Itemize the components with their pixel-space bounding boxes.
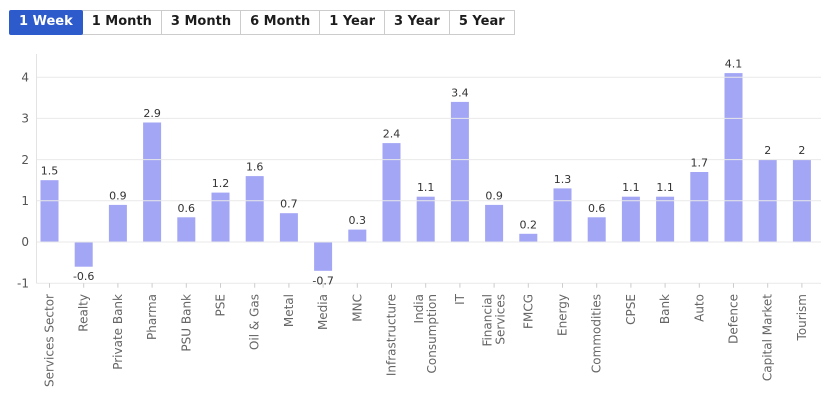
x-label-auto: Auto (692, 294, 706, 322)
y-axis-label-4: 4 (21, 70, 29, 84)
y-axis-label-2: 2 (21, 153, 29, 167)
value-label-pharma: 2.9 (143, 107, 161, 120)
y-axis-label--1: -1 (17, 276, 29, 290)
value-label-capital-market: 2 (764, 144, 771, 157)
x-label-psu-bank: PSU Bank (179, 294, 193, 352)
x-label-oil-gas: Oil & Gas (248, 294, 262, 350)
value-label-infrastructure: 2.4 (383, 128, 401, 141)
bar-pharma[interactable] (143, 122, 162, 243)
value-label-private-bank: 0.9 (109, 189, 127, 202)
value-label-realty: -0.6 (73, 270, 94, 283)
value-label-financial-services: 0.9 (485, 189, 503, 202)
value-label-media: -0.7 (312, 274, 333, 287)
x-label-media: Media (316, 294, 330, 330)
x-label-financial-services: FinancialServices (481, 294, 508, 347)
bar-media[interactable] (314, 242, 333, 271)
y-axis-label-3: 3 (21, 112, 29, 126)
sector-returns-bar-chart: 4 3 2 1 0 -1 Services Sector Realty Private Bank… (17, 54, 821, 387)
tab-3-month[interactable]: 3 Month (160, 10, 242, 35)
value-label-bank: 1.1 (656, 181, 674, 194)
x-label-capital-market: Capital Market (761, 294, 775, 381)
y-axis-label-1: 1 (21, 194, 29, 208)
x-label-realty: Realty (77, 294, 91, 332)
bar-bank[interactable] (656, 196, 675, 242)
x-label-it: IT (453, 293, 467, 305)
x-label-private-bank: Private Bank (111, 294, 125, 370)
tab-6-month[interactable]: 6 Month (240, 10, 321, 35)
bar-fmcg[interactable] (519, 233, 538, 242)
x-label-energy: Energy (556, 294, 570, 336)
bar-it[interactable] (450, 101, 469, 243)
bar-auto[interactable] (690, 172, 709, 242)
value-label-fmcg: 0.2 (520, 218, 538, 231)
bar-defence[interactable] (724, 73, 743, 242)
bar-energy[interactable] (553, 188, 572, 242)
x-label-commodities: Commodities (590, 294, 604, 373)
value-label-energy: 1.3 (554, 173, 572, 186)
x-label-metal: Metal (282, 294, 296, 327)
x-label-infrastructure: Infrastructure (385, 294, 399, 376)
y-axis-label-0: 0 (21, 235, 29, 249)
bar-private-bank[interactable] (108, 204, 127, 242)
bar-services-sector[interactable] (40, 180, 59, 242)
x-label-india-consumption: IndiaConsumption (412, 294, 439, 373)
bar-oil-gas[interactable] (245, 176, 264, 242)
x-label-cpse: CPSE (624, 294, 638, 325)
bar-realty[interactable] (74, 242, 93, 267)
bar-metal[interactable] (279, 213, 298, 242)
x-label-pse: PSE (214, 294, 228, 316)
value-label-cpse: 1.1 (622, 181, 640, 194)
value-label-pse: 1.2 (212, 177, 230, 190)
x-label-mnc: MNC (350, 294, 364, 322)
bar-financial-services[interactable] (485, 204, 504, 242)
x-label-fmcg: FMCG (521, 294, 535, 329)
bar-commodities[interactable] (587, 217, 606, 242)
value-label-it: 3.4 (451, 86, 469, 99)
x-label-services-sector: Services Sector (43, 294, 57, 387)
value-label-auto: 1.7 (691, 157, 709, 170)
x-label-pharma: Pharma (145, 294, 159, 340)
value-label-oil-gas: 1.6 (246, 161, 264, 174)
value-label-metal: 0.7 (280, 198, 298, 211)
tab-1-month[interactable]: 1 Month (81, 10, 162, 35)
tab-5-year[interactable]: 5 Year (448, 10, 515, 35)
value-label-defence: 4.1 (725, 58, 743, 71)
value-label-services-sector: 1.5 (41, 165, 59, 178)
value-label-psu-bank: 0.6 (178, 202, 196, 215)
bar-psu-bank[interactable] (177, 217, 196, 242)
bar-mnc[interactable] (348, 229, 367, 242)
value-label-mnc: 0.3 (349, 214, 367, 227)
value-label-tourism: 2 (798, 144, 805, 157)
tab-3-year[interactable]: 3 Year (384, 10, 450, 35)
value-label-commodities: 0.6 (588, 202, 606, 215)
bar-india-consumption[interactable] (416, 196, 435, 242)
bar-pse[interactable] (211, 192, 230, 242)
tab-1-week[interactable]: 1 Week (9, 10, 83, 35)
bar-cpse[interactable] (621, 196, 640, 242)
bar-infrastructure[interactable] (382, 143, 401, 242)
tab-1-year[interactable]: 1 Year (319, 10, 386, 35)
x-label-bank: Bank (658, 294, 672, 324)
period-tab-bar: 1 Week 1 Month 3 Month 6 Month 1 Year 3 Year 5… (9, 10, 515, 35)
x-label-tourism: Tourism (795, 294, 809, 341)
value-label-india-consumption: 1.1 (417, 181, 435, 194)
x-label-defence: Defence (727, 294, 741, 344)
